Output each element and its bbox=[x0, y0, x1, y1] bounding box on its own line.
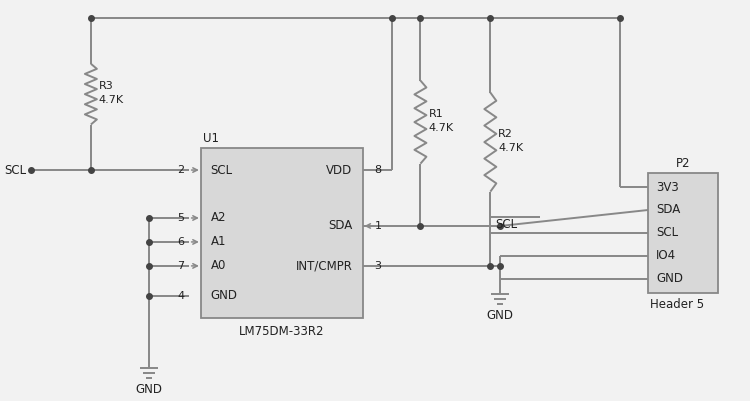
Text: VDD: VDD bbox=[326, 164, 352, 176]
Text: R3: R3 bbox=[99, 81, 113, 91]
Text: 8: 8 bbox=[374, 165, 382, 175]
Text: A0: A0 bbox=[211, 259, 226, 272]
Text: GND: GND bbox=[487, 309, 514, 322]
Text: Header 5: Header 5 bbox=[650, 298, 704, 311]
Text: 2: 2 bbox=[177, 165, 184, 175]
Text: 1: 1 bbox=[374, 221, 382, 231]
FancyBboxPatch shape bbox=[201, 148, 362, 318]
Text: R2: R2 bbox=[498, 129, 513, 139]
Text: 5: 5 bbox=[177, 213, 184, 223]
Text: SDA: SDA bbox=[656, 203, 680, 217]
Text: SCL: SCL bbox=[4, 164, 26, 176]
Text: SCL: SCL bbox=[495, 219, 517, 231]
Text: SCL: SCL bbox=[656, 227, 678, 239]
Text: A2: A2 bbox=[211, 211, 226, 225]
Text: U1: U1 bbox=[202, 132, 219, 145]
Text: INT/CMPR: INT/CMPR bbox=[296, 259, 352, 272]
Text: A1: A1 bbox=[211, 235, 226, 249]
Text: GND: GND bbox=[211, 290, 238, 302]
Text: R1: R1 bbox=[428, 109, 443, 119]
FancyBboxPatch shape bbox=[648, 173, 718, 293]
Text: SCL: SCL bbox=[211, 164, 232, 176]
Text: 4.7K: 4.7K bbox=[99, 95, 124, 105]
Text: IO4: IO4 bbox=[656, 249, 676, 262]
Text: 7: 7 bbox=[177, 261, 184, 271]
Text: LM75DM-33R2: LM75DM-33R2 bbox=[239, 325, 325, 338]
Text: 4.7K: 4.7K bbox=[498, 143, 523, 153]
Text: 4.7K: 4.7K bbox=[428, 123, 454, 133]
Text: P2: P2 bbox=[676, 156, 690, 170]
Text: SDA: SDA bbox=[328, 219, 352, 233]
Text: 4: 4 bbox=[177, 291, 184, 301]
Text: 3V3: 3V3 bbox=[656, 180, 679, 194]
Text: GND: GND bbox=[135, 383, 162, 396]
Text: 6: 6 bbox=[177, 237, 184, 247]
Text: 3: 3 bbox=[374, 261, 382, 271]
Text: GND: GND bbox=[656, 272, 683, 286]
